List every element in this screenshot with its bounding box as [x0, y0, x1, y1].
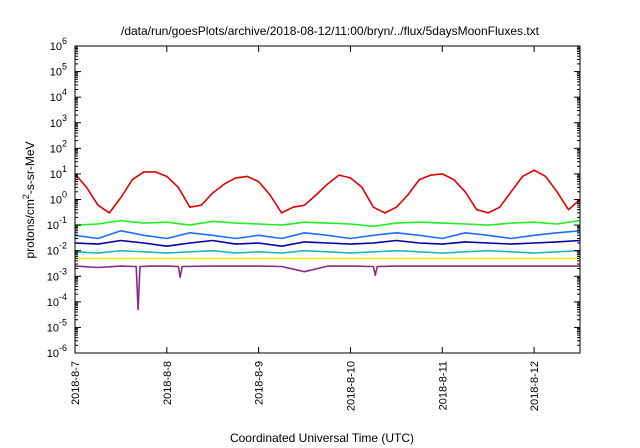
y-tick-base: 10 — [47, 220, 59, 232]
y-tick-base: 10 — [50, 143, 62, 155]
y-axis-title-pre: protons/cm — [23, 199, 37, 258]
y-tick-base: 10 — [47, 271, 59, 283]
y-tick-exponent: 1 — [62, 164, 67, 174]
series-line-7 — [74, 265, 580, 311]
y-tick-label: 10-4 — [47, 292, 67, 309]
y-tick-label: 100 — [50, 190, 67, 207]
y-tick-exponent: -4 — [59, 292, 67, 302]
series-layer — [74, 169, 581, 311]
y-tick-exponent: 0 — [62, 190, 67, 200]
y-tick-label: 10-5 — [47, 317, 67, 334]
y-axis-ticks: 10-610-510-410-310-210-11001011021031041… — [47, 36, 580, 360]
y-tick-base: 10 — [47, 246, 59, 258]
series-line-3 — [74, 230, 581, 240]
y-axis-title: protons/cm2-s-sr-MeV — [21, 141, 37, 258]
series-line-4 — [74, 239, 581, 247]
y-tick-label: 10-2 — [47, 241, 67, 258]
y-tick-label: 101 — [50, 164, 67, 181]
y-tick-exponent: -3 — [59, 266, 67, 276]
y-tick-exponent: -1 — [59, 215, 67, 225]
y-axis-title-post: -s-sr-MeV — [23, 141, 37, 194]
series-line-1 — [74, 169, 581, 214]
y-tick-label: 102 — [50, 138, 67, 155]
y-axis-title-sup: 2 — [21, 194, 31, 199]
y-tick-base: 10 — [50, 195, 62, 207]
y-tick-base: 10 — [47, 348, 59, 360]
y-tick-exponent: 4 — [62, 87, 67, 97]
y-tick-label: 104 — [50, 87, 67, 104]
y-tick-base: 10 — [50, 169, 62, 181]
x-tick-label: 2018-8-8 — [162, 361, 174, 405]
y-tick-exponent: 2 — [62, 138, 67, 148]
x-tick-label: 2018-8-7 — [70, 361, 82, 405]
y-tick-base: 10 — [50, 67, 62, 79]
x-axis-title: Coordinated Universal Time (UTC) — [230, 431, 414, 445]
y-tick-exponent: -6 — [59, 343, 67, 353]
y-tick-exponent: 5 — [62, 62, 67, 72]
y-tick-exponent: 6 — [62, 36, 67, 46]
x-tick-label: 2018-8-12 — [529, 361, 541, 411]
chart-title: /data/run/goesPlots/archive/2018-08-12/1… — [121, 24, 540, 38]
x-tick-label: 2018-8-9 — [254, 361, 266, 405]
y-tick-base: 10 — [50, 118, 62, 130]
x-axis-ticks: 2018-8-7 2018-8-8 2018-8-9 2018-8-10 2018-8-… — [70, 46, 541, 411]
y-tick-label: 10-1 — [47, 215, 67, 232]
y-tick-base: 10 — [47, 297, 59, 309]
x-tick-label: 2018-8-11 — [437, 361, 449, 410]
y-tick-label: 106 — [50, 36, 67, 53]
y-tick-label: 10-3 — [47, 266, 67, 283]
y-tick-exponent: -5 — [59, 317, 67, 327]
x-tick-label: 2018-8-10 — [345, 361, 357, 411]
y-tick-base: 10 — [50, 92, 62, 104]
y-tick-exponent: 3 — [62, 113, 67, 123]
y-tick-label: 105 — [50, 62, 67, 79]
y-tick-base: 10 — [50, 41, 62, 53]
series-line-5 — [74, 249, 581, 254]
y-tick-label: 103 — [50, 113, 67, 130]
plot-frame — [74, 45, 581, 354]
y-tick-label: 10-6 — [47, 343, 67, 360]
y-tick-exponent: -2 — [59, 241, 67, 251]
series-line-2 — [74, 219, 581, 228]
y-tick-base: 10 — [47, 322, 59, 334]
